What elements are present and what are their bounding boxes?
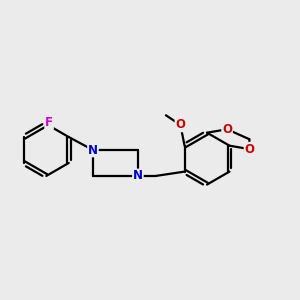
Text: O: O [244,142,254,156]
Text: N: N [133,169,143,182]
Text: O: O [222,123,232,136]
Text: N: N [88,143,98,157]
Text: F: F [45,116,53,129]
Text: O: O [176,118,185,131]
